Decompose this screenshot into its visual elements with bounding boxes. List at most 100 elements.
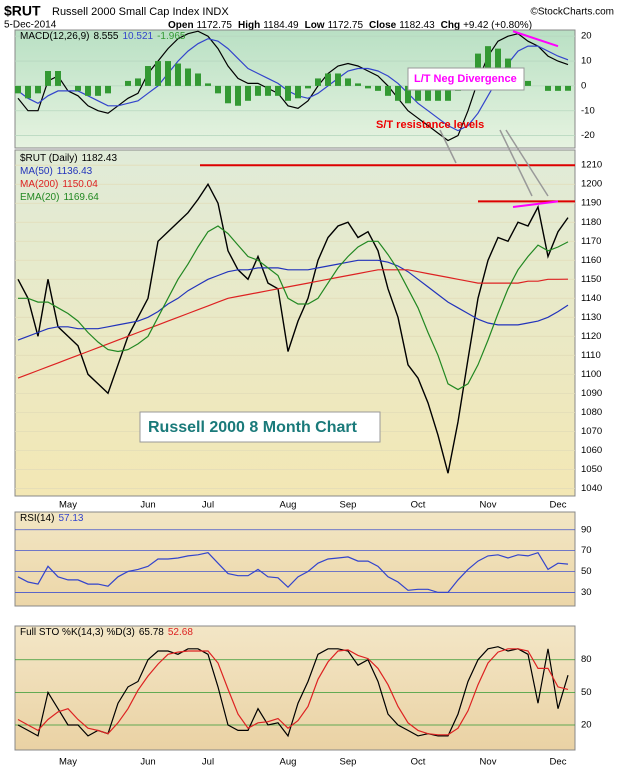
histogram-bar xyxy=(295,85,301,99)
annotations: L/T Neg Divergence S/T resistance levels R… xyxy=(139,67,549,443)
trend-line xyxy=(512,30,559,48)
legend-label: Full STO %K(14,3) %D(3) xyxy=(20,627,135,638)
panel-background xyxy=(14,625,576,751)
y-tick-label: -20 xyxy=(581,130,595,141)
histogram-bar xyxy=(105,85,111,94)
histogram-bar xyxy=(35,85,41,94)
histogram-bar xyxy=(345,78,351,86)
histogram-bar xyxy=(335,73,341,86)
quote-value: +9.42 (+0.80%) xyxy=(463,20,532,31)
histogram-bar xyxy=(155,61,161,86)
x-tick-label: Jul xyxy=(202,757,214,768)
y-tick-label: 50 xyxy=(581,687,592,698)
histogram-bar xyxy=(545,85,551,91)
histogram-bar xyxy=(225,85,231,104)
note-box xyxy=(139,411,381,443)
histogram-bar xyxy=(355,83,361,86)
y-tick-label: 1040 xyxy=(581,483,602,494)
legend-value: 65.78 xyxy=(139,627,164,638)
instrument-name: Russell 2000 Small Cap Index INDX xyxy=(52,6,229,18)
legend: Full STO %K(14,3) %D(3) 65.78 52.68 xyxy=(20,627,193,638)
source: ©StockCharts.com xyxy=(530,7,614,18)
histogram-bar xyxy=(135,78,141,86)
histogram-bar xyxy=(405,85,411,104)
histogram-bar xyxy=(15,85,21,94)
x-tick-label: Jul xyxy=(202,500,214,511)
x-tick-label: Oct xyxy=(411,500,426,511)
y-tick-label: 30 xyxy=(581,587,592,598)
legend-label: MA(50) xyxy=(20,166,53,177)
legend-value: 57.13 xyxy=(58,513,83,524)
y-tick-label: 1050 xyxy=(581,464,602,475)
histogram-bar xyxy=(485,46,491,86)
legend: MA(50) 1136.43 xyxy=(20,166,93,177)
y-tick-label: 1060 xyxy=(581,445,602,456)
y-tick-label: 1150 xyxy=(581,274,601,285)
legend-label: MACD(12,26,9) xyxy=(20,31,89,42)
histogram-bar xyxy=(265,85,271,96)
x-tick-label: Aug xyxy=(280,757,297,768)
histogram-bar xyxy=(425,85,431,101)
arrow xyxy=(499,129,533,197)
histogram-bar xyxy=(125,80,131,86)
histogram-bar xyxy=(285,85,291,101)
date: 5-Dec-2014 xyxy=(4,20,57,31)
histogram-bar xyxy=(305,85,311,89)
histogram-bar xyxy=(45,70,51,86)
legend-label: MA(200) xyxy=(20,179,58,190)
histogram-bar xyxy=(175,63,181,86)
histogram-bar xyxy=(185,68,191,86)
y-tick-label: 50 xyxy=(581,566,592,577)
histogram-bar xyxy=(365,85,371,89)
y-tick-label: 80 xyxy=(581,654,592,665)
x-tick-label: May xyxy=(59,500,77,511)
y-tick-label: 1120 xyxy=(581,331,601,342)
x-tick-label: Aug xyxy=(280,500,297,511)
x-tick-label: Nov xyxy=(480,500,497,511)
histogram-bar xyxy=(75,85,81,91)
legend-value: 1150.04 xyxy=(62,179,98,190)
histogram-bar xyxy=(495,48,501,86)
y-tick-label: 1110 xyxy=(581,350,601,361)
legend-value: 1136.43 xyxy=(57,166,93,177)
quote-value: 1172.75 xyxy=(328,20,364,31)
y-tick-label: 1100 xyxy=(581,369,601,380)
x-tick-label: Sep xyxy=(340,757,357,768)
y-tick-label: 20 xyxy=(581,31,592,42)
legend-label: $RUT (Daily) xyxy=(20,153,78,164)
y-tick-label: 1160 xyxy=(581,255,601,266)
x-tick-label: Sep xyxy=(340,500,357,511)
histogram-bar xyxy=(165,61,171,86)
plots: 20 10 0 -10 -20 MACD(12,26,9) 8.555 10.521 -1.96… xyxy=(14,29,602,768)
y-tick-label: 1090 xyxy=(581,388,602,399)
y-tick-label: 0 xyxy=(581,80,586,91)
x-tick-label: Jun xyxy=(140,500,155,511)
histogram-bar xyxy=(325,73,331,86)
histogram-bar xyxy=(145,66,151,86)
series-line xyxy=(17,182,569,474)
series-line xyxy=(17,648,569,736)
legend-value: 10.521 xyxy=(123,31,154,42)
legend-value: 52.68 xyxy=(168,627,193,638)
histogram-bar xyxy=(395,85,401,101)
series-line xyxy=(17,269,569,379)
y-tick-label: 1170 xyxy=(581,236,601,247)
note-box xyxy=(407,67,525,91)
quote-label: High xyxy=(238,20,260,31)
y-tick-label: 1200 xyxy=(581,179,602,190)
y-tick-label: 1080 xyxy=(581,407,602,418)
y-tick-label: 1140 xyxy=(581,293,601,304)
series-line xyxy=(18,225,569,391)
histogram-bar xyxy=(195,73,201,86)
legend: $RUT (Daily) 1182.43 xyxy=(20,153,117,164)
arrow xyxy=(505,129,549,197)
histogram-bar xyxy=(25,85,31,99)
x-tick-label: Oct xyxy=(411,757,426,768)
quote-line: Open 1172.75 High 1184.49 Low 1172.75 Close 118… xyxy=(168,20,532,31)
legend: MACD(12,26,9) 8.555 10.521 -1.965 xyxy=(20,31,186,42)
histogram-bar xyxy=(215,85,221,94)
histogram-bar xyxy=(95,85,101,96)
histogram-bar xyxy=(525,80,531,86)
histogram-bar xyxy=(85,85,91,96)
x-tick-label: May xyxy=(59,757,77,768)
